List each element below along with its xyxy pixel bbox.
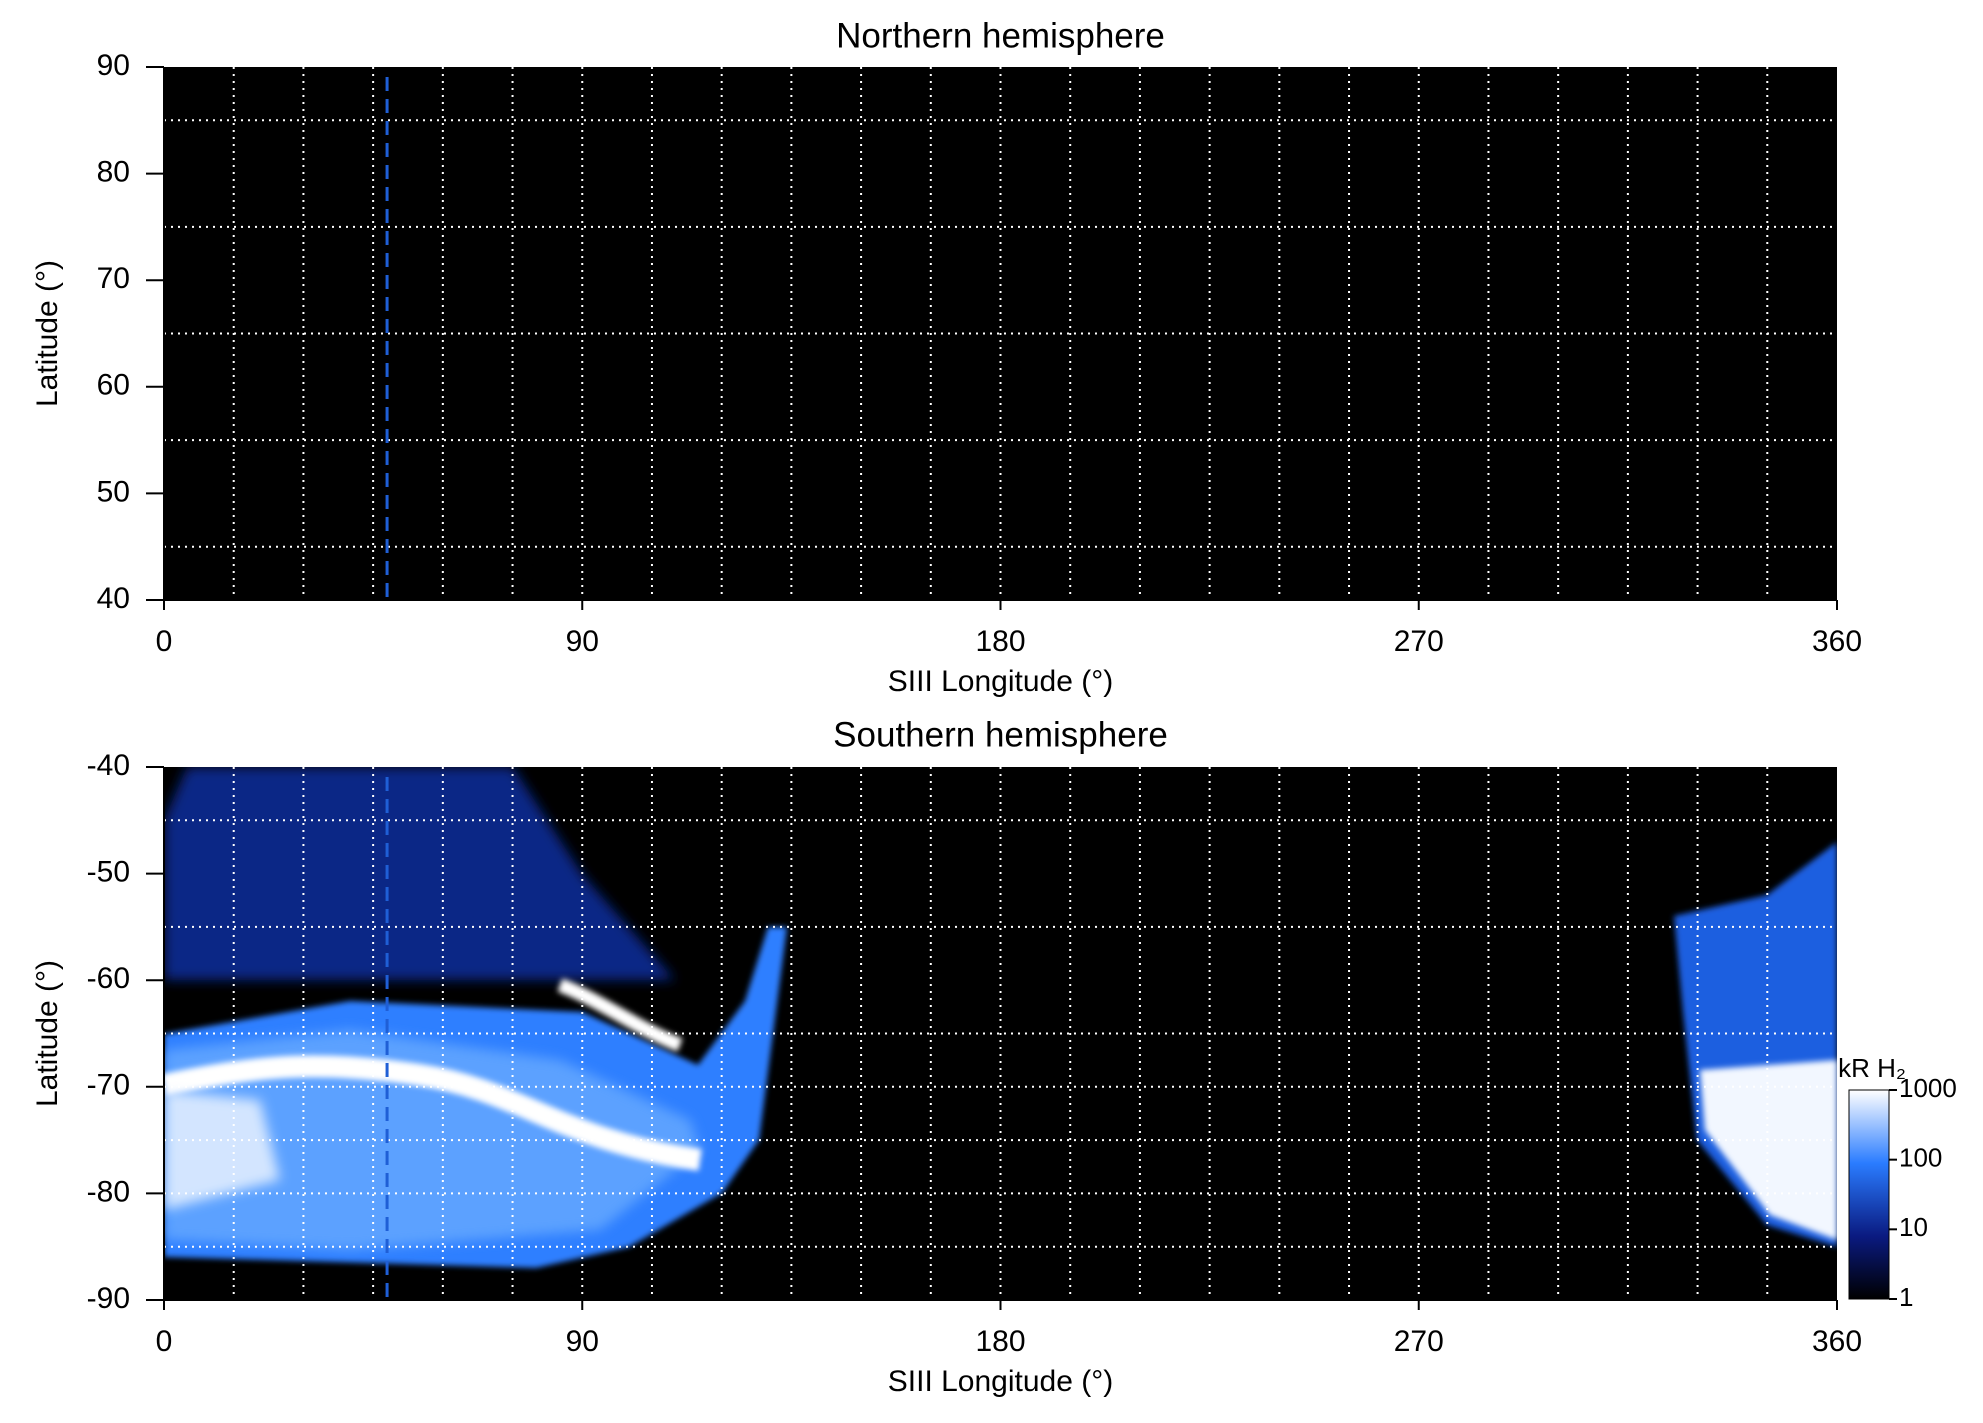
chart-title: Southern hemisphere — [833, 715, 1168, 754]
y-tick-label: 50 — [97, 475, 130, 508]
x-tick-label: 180 — [975, 1325, 1025, 1358]
colorbar-tick-label: 100 — [1899, 1143, 1942, 1173]
colorbar-label: kR H₂ — [1838, 1053, 1906, 1083]
x-tick-label: 270 — [1394, 625, 1444, 658]
y-tick-label: 40 — [97, 582, 130, 615]
colorbar — [1848, 1089, 1890, 1300]
x-tick-label: 270 — [1394, 1325, 1444, 1358]
y-axis-label: Latitude (°) — [31, 260, 64, 407]
y-tick-label: -70 — [87, 1069, 130, 1102]
x-tick-label: 0 — [156, 625, 173, 658]
y-tick-label: 70 — [97, 262, 130, 295]
x-axis-label: SIII Longitude (°) — [888, 1365, 1113, 1398]
colorbar-tick-label: 1000 — [1899, 1073, 1957, 1103]
colorbar-tick-label: 10 — [1899, 1212, 1928, 1242]
y-tick-label: 80 — [97, 156, 130, 189]
y-tick-label: -80 — [87, 1175, 130, 1208]
y-tick-label: 60 — [97, 369, 130, 402]
x-tick-label: 0 — [156, 1325, 173, 1358]
y-tick-label: -60 — [87, 962, 130, 995]
y-tick-label: -90 — [87, 1282, 130, 1315]
x-tick-label: 360 — [1812, 625, 1862, 658]
chart-title: Northern hemisphere — [836, 16, 1165, 55]
x-tick-label: 90 — [566, 1325, 599, 1358]
y-tick-label: -50 — [87, 856, 130, 889]
aurora-emission — [164, 767, 1837, 1268]
x-tick-label: 90 — [566, 625, 599, 658]
x-axis-label: SIII Longitude (°) — [888, 665, 1113, 698]
y-tick-label: 90 — [97, 49, 130, 82]
x-tick-label: 180 — [975, 625, 1025, 658]
y-tick-label: -40 — [87, 749, 130, 782]
colorbar-tick-label: 1 — [1899, 1282, 1913, 1312]
y-axis-label: Latitude (°) — [31, 960, 64, 1107]
x-tick-label: 360 — [1812, 1325, 1862, 1358]
